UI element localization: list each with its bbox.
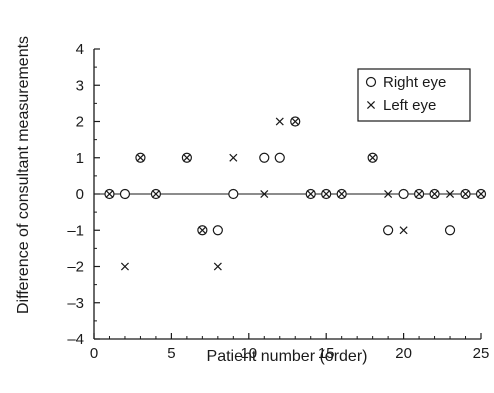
right-eye-point [274, 152, 285, 163]
legend-label: Left eye [383, 97, 436, 114]
y-tick-label: 2 [76, 114, 84, 131]
left-eye-point [461, 189, 470, 199]
legend-box [357, 68, 471, 122]
left-eye-point [368, 153, 377, 162]
cross-stroke [476, 189, 486, 199]
left-eye-point [446, 189, 455, 199]
cross-stroke [415, 189, 424, 199]
cross-stroke [446, 189, 455, 199]
left-eye-point [430, 189, 439, 199]
y-tick-label: –3 [67, 295, 84, 312]
y-tick-label: 3 [76, 77, 84, 94]
cross-stroke [291, 117, 300, 126]
cross-stroke [306, 189, 315, 199]
right-eye-point [444, 225, 456, 236]
left-eye-point [322, 189, 331, 199]
x-axis-title: Patient number (order) [207, 348, 368, 365]
cross-stroke [120, 262, 129, 271]
left-eye-point [260, 189, 269, 199]
series-left-eye [105, 117, 486, 271]
cross-stroke [198, 226, 207, 235]
x-tick-label: 25 [473, 345, 490, 362]
cross-stroke [182, 153, 191, 162]
cross-stroke [337, 189, 346, 199]
cross-stroke [151, 189, 160, 199]
left-eye-point [291, 117, 300, 126]
cross-stroke [366, 100, 376, 110]
y-tick-label: –2 [67, 259, 84, 276]
left-eye-point [136, 153, 145, 162]
left-eye-point [120, 262, 129, 271]
cross-stroke [461, 189, 470, 199]
x-tick-label: 20 [395, 345, 412, 362]
right-eye-point [259, 152, 270, 163]
left-eye-point [275, 117, 284, 126]
right-eye-point [228, 188, 239, 200]
y-tick-label: –1 [67, 222, 84, 239]
x-tick-label: 5 [167, 345, 175, 362]
x-tick-label: 15 [318, 345, 335, 362]
left-eye-point [476, 189, 486, 199]
legend-cross-icon [366, 100, 376, 110]
cross-stroke [430, 189, 439, 199]
y-tick-label: 0 [76, 186, 84, 203]
left-eye-point [213, 262, 222, 271]
cross-stroke [368, 153, 377, 162]
axis-ticks: –4 –3 –2 –1 0 1 2 3 4 0 5 10 15 20 25 [67, 41, 489, 362]
y-tick-label: 1 [76, 150, 84, 167]
cross-stroke [399, 226, 408, 235]
y-tick-label: 4 [76, 41, 84, 58]
left-eye-point [306, 189, 315, 199]
x-tick-label: 10 [240, 345, 257, 362]
left-eye-point [384, 189, 393, 199]
legend: Right eye Left eye [357, 68, 471, 122]
cross-stroke [213, 262, 222, 271]
left-eye-point [105, 189, 114, 199]
y-axis-title: Difference of consultant measurements [15, 36, 32, 314]
left-eye-point [415, 189, 424, 199]
right-eye-point [119, 188, 131, 200]
y-tick-label: –4 [67, 331, 84, 348]
cross-stroke [260, 189, 269, 199]
cross-stroke [105, 189, 114, 199]
left-eye-point [182, 153, 191, 162]
right-eye-point [398, 188, 409, 200]
series-right-eye [104, 116, 487, 236]
cross-stroke [229, 153, 238, 162]
legend-circle-icon [365, 76, 377, 88]
cross-stroke [322, 189, 331, 199]
left-eye-point [198, 226, 207, 235]
left-eye-point [399, 226, 408, 235]
right-eye-point [383, 225, 394, 236]
cross-stroke [275, 117, 284, 126]
data-points [104, 116, 487, 271]
left-eye-point [337, 189, 346, 199]
x-tick-label: 0 [90, 345, 98, 362]
cross-stroke [136, 153, 145, 162]
right-eye-point [212, 225, 223, 236]
left-eye-point [151, 189, 160, 199]
legend-label: Right eye [383, 74, 446, 91]
left-eye-point [229, 153, 238, 162]
cross-stroke [384, 189, 393, 199]
